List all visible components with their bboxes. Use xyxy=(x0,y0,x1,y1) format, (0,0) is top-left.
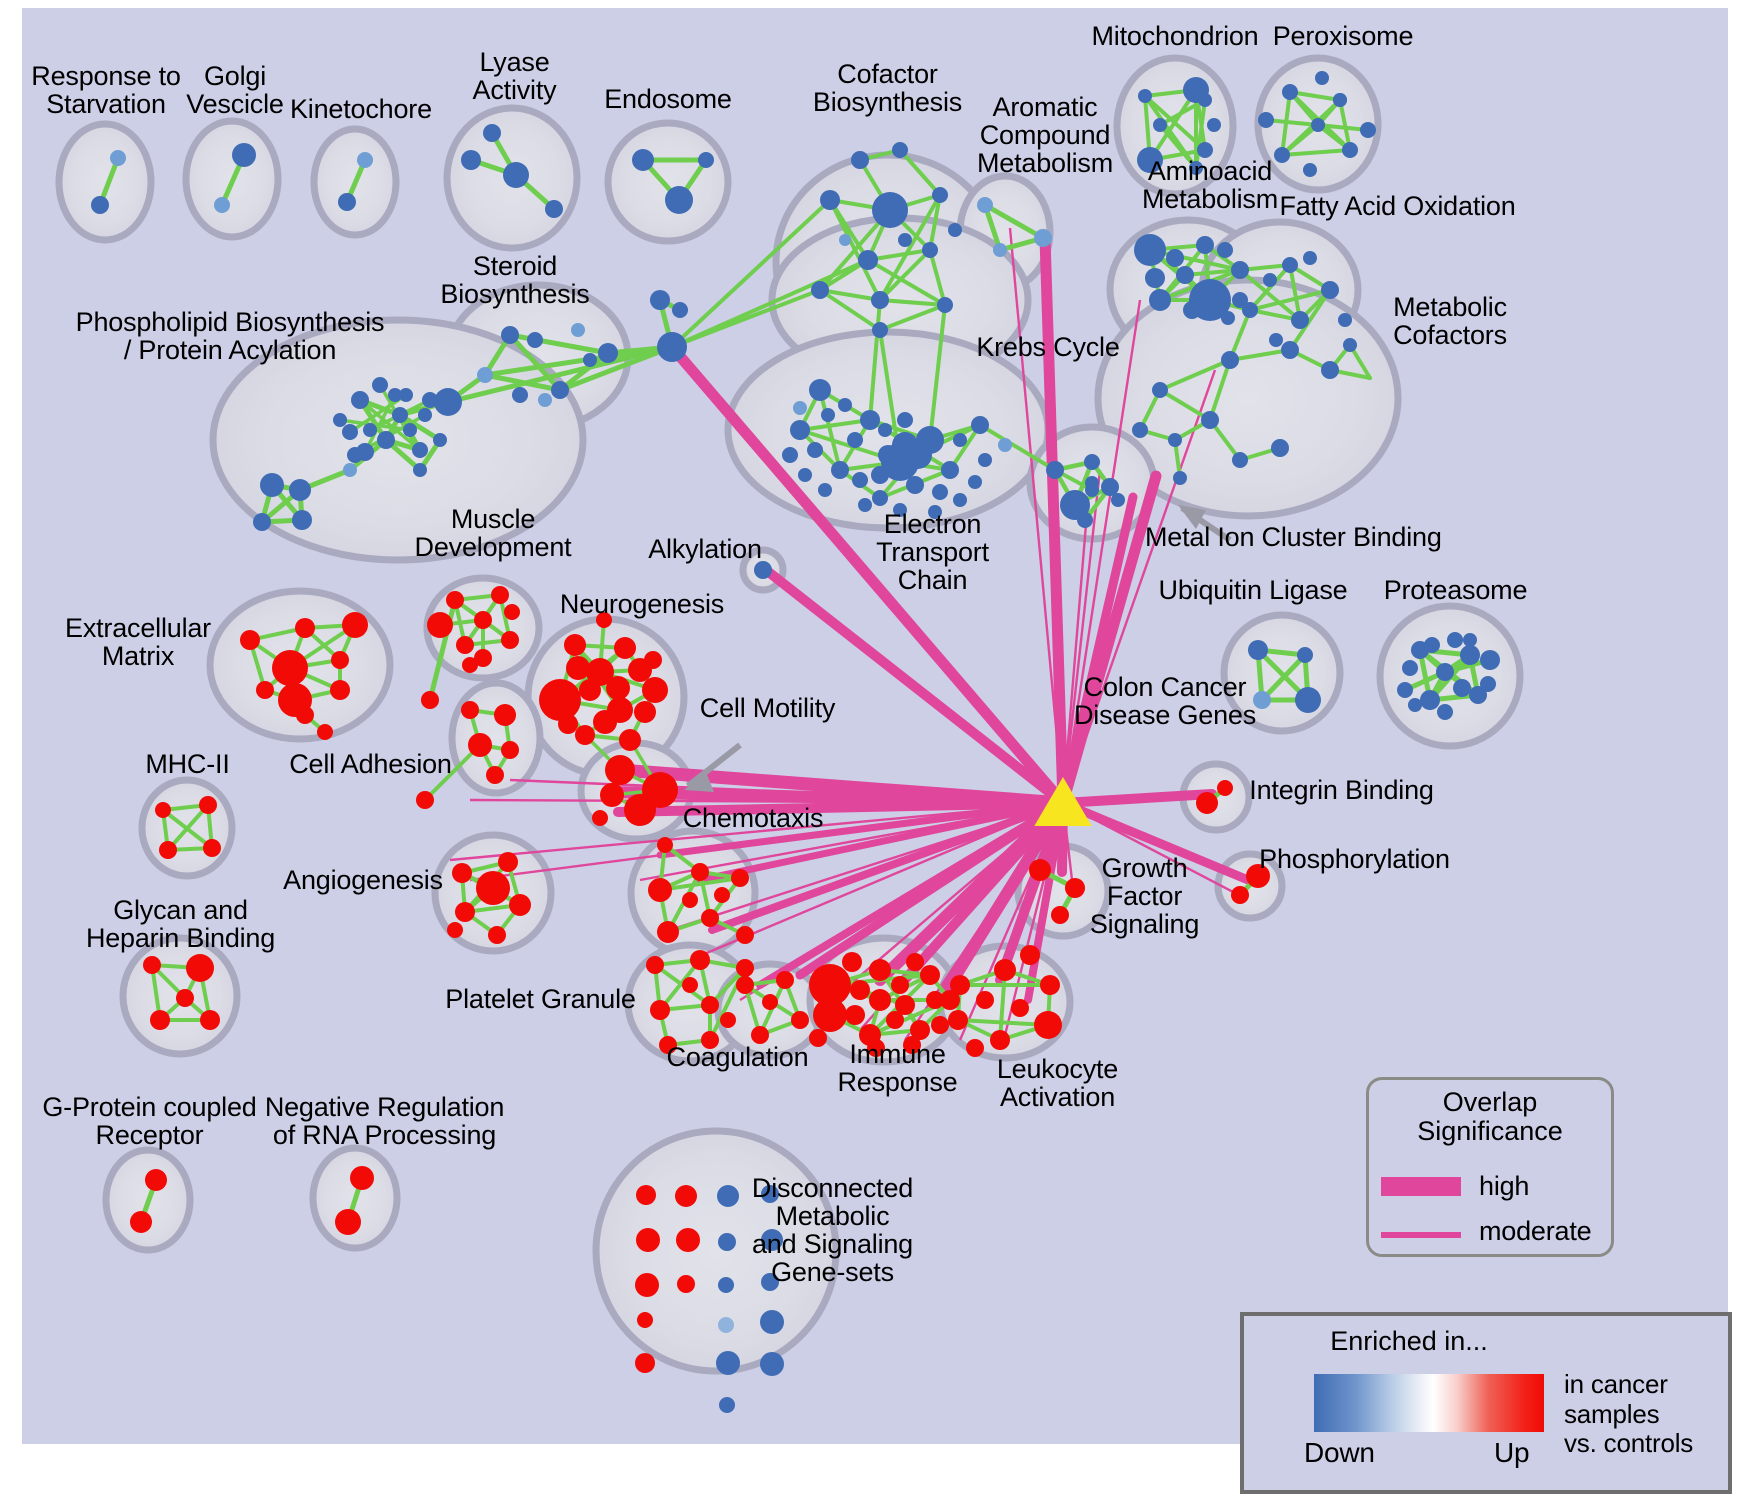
overlap-title-line1: Overlap xyxy=(1442,1087,1538,1117)
overlap-significance-legend: Overlap Significance high moderate xyxy=(1366,1077,1614,1257)
overlap-high-label: high xyxy=(1479,1171,1530,1201)
colon-cancer-hub-node[interactable] xyxy=(1034,777,1092,826)
pointer-arrows xyxy=(684,505,1232,792)
enriched-in-legend: Enriched in... Down Up in cancer samples… xyxy=(1240,1312,1732,1494)
gene-set-nodes-up xyxy=(130,586,1270,1373)
enriched-up-label: Up xyxy=(1494,1437,1530,1468)
enriched-note-label: in cancer samples vs. controls xyxy=(1564,1369,1694,1459)
enriched-legend-title: Enriched in... xyxy=(1330,1326,1488,1356)
overlap-title-line2: Significance xyxy=(1417,1115,1563,1146)
gene-set-nodes-down xyxy=(91,71,1500,720)
overlap-legend-title: Overlap Significance xyxy=(1369,1088,1611,1145)
overlap-high-swatch xyxy=(1381,1177,1461,1196)
enrichment-color-gradient-bar xyxy=(1314,1374,1544,1432)
cluster-halos xyxy=(55,54,1524,1375)
disconnected-nodes-down xyxy=(716,1185,784,1413)
enriched-down-label: Down xyxy=(1304,1437,1375,1468)
overlap-moderate-swatch xyxy=(1381,1232,1461,1238)
overlap-moderate-label: moderate xyxy=(1479,1216,1592,1246)
